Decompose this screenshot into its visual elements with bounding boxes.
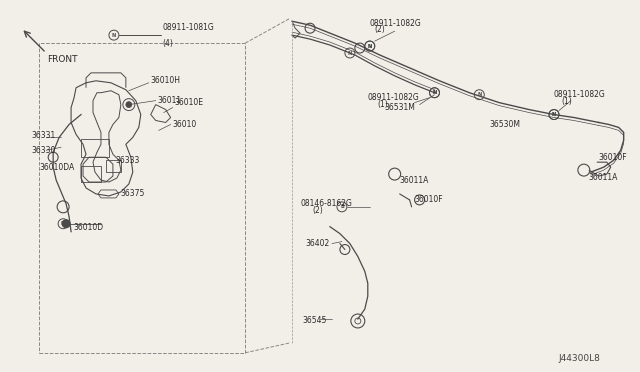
Text: 36010: 36010 [173,120,197,129]
Text: N: N [61,221,65,226]
Text: 36331: 36331 [31,131,56,140]
Text: 36010F: 36010F [599,153,627,162]
Text: N: N [433,90,436,95]
Text: FRONT: FRONT [47,55,77,64]
Text: (1): (1) [378,100,388,109]
Text: 08911-1082G: 08911-1082G [368,93,420,102]
Text: 08911-1082G: 08911-1082G [554,90,605,99]
Text: N: N [552,112,556,117]
Text: 36330: 36330 [31,146,56,155]
Text: N: N [433,90,436,95]
Text: 36402: 36402 [305,239,330,248]
Text: N: N [112,33,116,38]
Text: 08146-8162G: 08146-8162G [300,199,352,208]
Text: 36011: 36011 [157,96,182,105]
Text: 36531M: 36531M [385,103,415,112]
Text: J44300L8: J44300L8 [559,354,601,363]
Text: 08911-1081G: 08911-1081G [163,23,214,32]
Text: (2): (2) [312,206,323,215]
Text: 36010D: 36010D [73,223,103,232]
Text: (2): (2) [375,25,385,34]
Circle shape [126,102,132,108]
Text: (1): (1) [561,97,572,106]
Text: 36375: 36375 [121,189,145,198]
Text: 36010E: 36010E [175,98,204,107]
Text: N: N [477,92,481,97]
Bar [81,140,109,157]
Text: N: N [367,44,372,49]
Bar [81,166,101,182]
Text: 36010DA: 36010DA [39,163,74,171]
Text: (4): (4) [163,39,173,48]
Text: N: N [348,51,352,55]
Text: 36010H: 36010H [151,76,180,85]
Text: B: B [340,204,344,209]
Text: N: N [367,44,372,49]
Text: 36530M: 36530M [489,120,520,129]
Text: N: N [552,112,556,117]
Bar [106,160,121,172]
Text: 36545: 36545 [302,317,326,326]
Text: 36011A: 36011A [399,176,429,185]
Text: 36333: 36333 [116,156,140,165]
Text: 36010F: 36010F [415,195,444,204]
Text: 36011A: 36011A [589,173,618,182]
Circle shape [62,220,70,228]
Text: 08911-1082G: 08911-1082G [370,19,422,28]
